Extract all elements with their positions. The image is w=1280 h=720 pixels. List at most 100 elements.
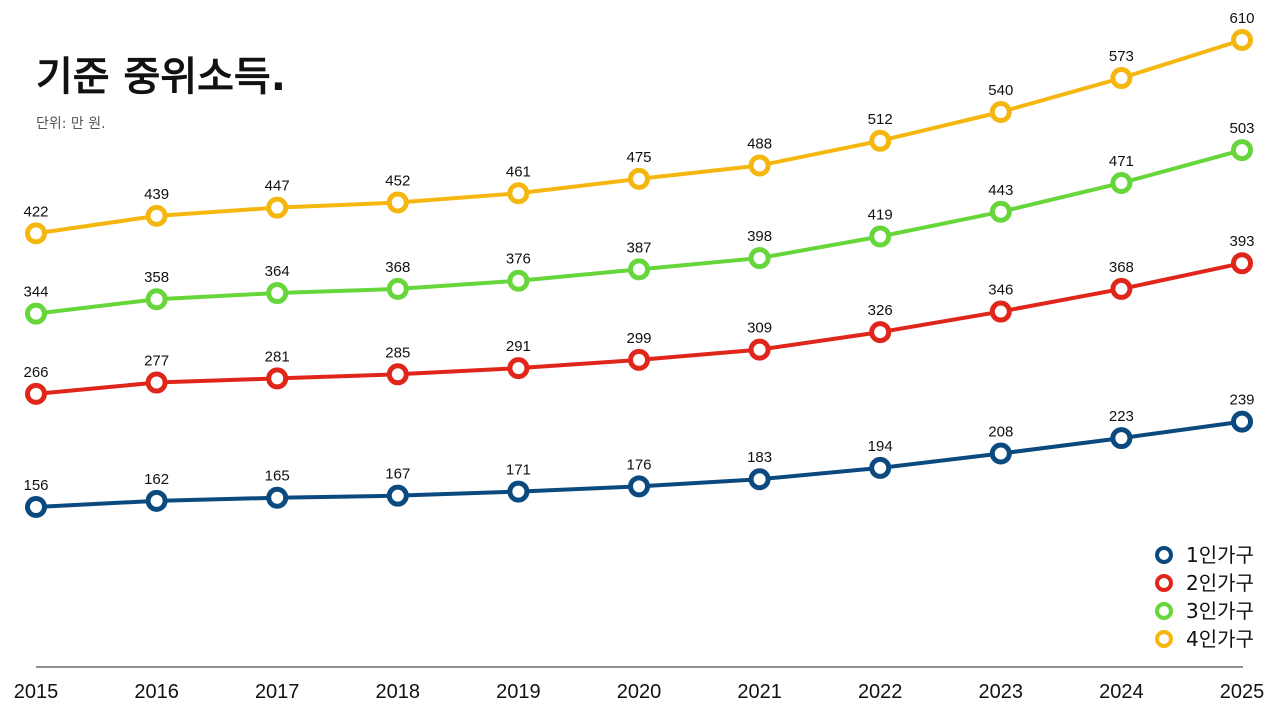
x-tick-label: 2022: [858, 681, 903, 703]
data-point: [1231, 252, 1253, 275]
data-label: 208: [988, 424, 1013, 441]
data-point: [748, 338, 771, 361]
data-label: 156: [23, 477, 48, 494]
data-label: 503: [1229, 120, 1254, 137]
data-label: 439: [144, 186, 169, 203]
data-label: 358: [144, 269, 169, 286]
x-tick-label: 2019: [496, 681, 541, 703]
data-label: 277: [144, 353, 169, 370]
legend-marker: [1155, 546, 1173, 564]
legend-marker: [1155, 602, 1173, 620]
data-point: [989, 200, 1012, 223]
data-label: 299: [626, 330, 651, 347]
data-label: 162: [144, 471, 169, 488]
legend-label: 2인가구: [1186, 571, 1254, 595]
data-point: [25, 382, 47, 405]
data-label: 167: [385, 466, 410, 483]
x-tick-label: 2017: [255, 681, 300, 703]
data-point: [1110, 277, 1133, 300]
chart-subtitle: 단위: 만 원.: [36, 116, 106, 132]
data-point: [628, 348, 650, 371]
data-label: 419: [868, 206, 893, 223]
data-point: [748, 468, 771, 491]
data-label: 266: [23, 364, 48, 381]
data-point: [748, 154, 771, 177]
data-point: [748, 247, 771, 270]
legend: 1인가구 2인가구 3인가구 4인가구: [1155, 543, 1254, 651]
x-tick-label: 2015: [14, 681, 59, 703]
data-label: 223: [1109, 408, 1134, 425]
data-point: [386, 484, 409, 507]
data-label: 512: [868, 111, 893, 128]
data-point: [386, 363, 409, 386]
data-label: 387: [626, 239, 651, 256]
x-tick-label: 2023: [979, 681, 1024, 703]
series-line: [34, 261, 1244, 396]
data-label: 165: [265, 468, 290, 485]
data-label: 364: [265, 263, 290, 280]
data-label: 285: [385, 344, 410, 361]
data-point: [25, 496, 47, 518]
data-label: 176: [626, 456, 651, 473]
data-point: [869, 225, 892, 248]
data-label: 452: [385, 173, 410, 190]
data-point: [145, 288, 168, 311]
x-tick-label: 2016: [134, 681, 179, 703]
data-point: [1231, 410, 1253, 433]
data-label: 368: [1109, 259, 1134, 276]
data-point: [1231, 29, 1253, 51]
x-tick-label: 2021: [737, 681, 782, 703]
data-point: [507, 480, 530, 503]
data-point: [1231, 139, 1253, 162]
data-label: 183: [747, 449, 772, 466]
data-point: [266, 486, 289, 509]
data-point: [628, 167, 650, 190]
x-axis-ticks: 2015 2016 2017 2018 2019 2020 2021 2022 2023 2024…: [14, 681, 1265, 703]
data-label: 461: [506, 163, 531, 180]
data-label: 573: [1109, 48, 1134, 65]
data-point: [25, 302, 47, 325]
legend-marker: [1155, 574, 1173, 592]
x-tick-label: 2025: [1220, 681, 1265, 703]
legend-label: 3인가구: [1186, 599, 1254, 623]
data-label: 291: [506, 338, 531, 355]
data-label: 376: [506, 251, 531, 268]
legend-marker: [1155, 630, 1173, 648]
data-point: [869, 456, 892, 479]
data-label: 344: [23, 284, 48, 301]
data-label: 368: [385, 259, 410, 276]
legend-label: 4인가구: [1186, 627, 1254, 651]
data-point: [1110, 67, 1133, 90]
data-point: [386, 191, 409, 214]
data-label: 475: [626, 149, 651, 166]
data-point: [266, 367, 289, 390]
x-tick-label: 2020: [617, 681, 662, 703]
data-point: [507, 269, 530, 292]
data-label: 171: [506, 462, 531, 479]
data-label: 443: [988, 182, 1013, 199]
data-point: [145, 204, 168, 227]
data-label: 398: [747, 228, 772, 245]
x-tick-label: 2024: [1099, 681, 1144, 703]
data-point: [386, 277, 409, 300]
data-label: 540: [988, 82, 1013, 99]
data-point: [25, 222, 47, 245]
x-tick-label: 2018: [376, 681, 421, 703]
data-label: 346: [988, 282, 1013, 299]
data-label: 488: [747, 135, 772, 152]
data-point: [989, 300, 1012, 323]
data-label: 326: [868, 302, 893, 319]
chart-title: 기준 중위소득.: [36, 54, 286, 100]
data-label: 610: [1229, 10, 1254, 27]
data-point: [507, 182, 530, 205]
data-point: [869, 129, 892, 152]
data-label: 471: [1109, 153, 1134, 170]
data-point: [266, 282, 289, 305]
data-point: [145, 371, 168, 394]
data-point: [989, 442, 1012, 465]
series-points: [25, 29, 1253, 518]
data-point: [507, 357, 530, 380]
data-point: [628, 258, 650, 281]
data-label: 422: [23, 203, 48, 220]
